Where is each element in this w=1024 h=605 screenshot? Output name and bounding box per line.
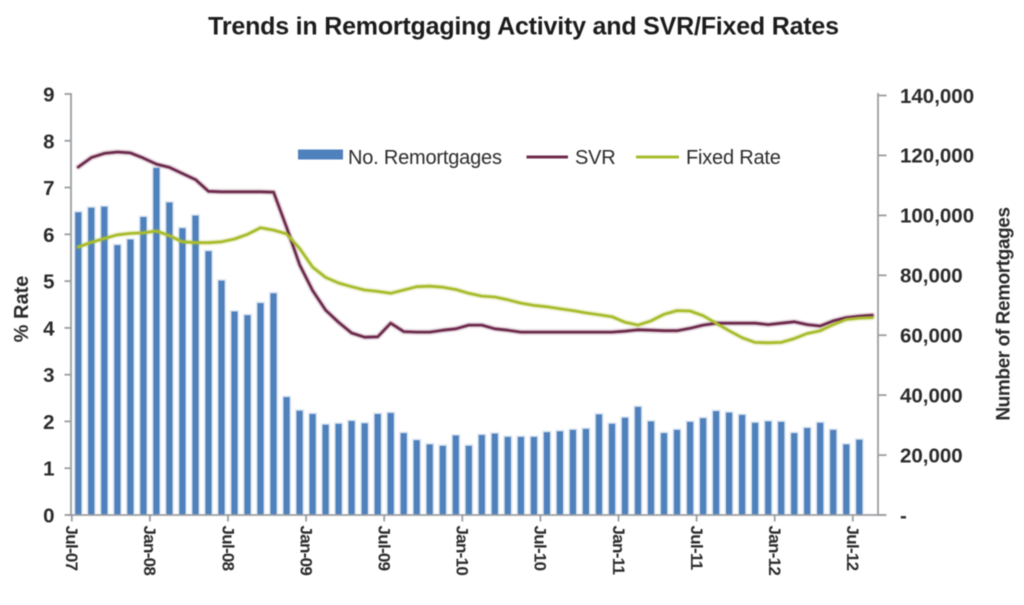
svg-text:Jul-12: Jul-12 (843, 526, 862, 571)
svg-text:7: 7 (43, 177, 54, 200)
svg-text:SVR: SVR (575, 147, 616, 169)
svg-text:100,000: 100,000 (900, 205, 974, 228)
svg-text:Fixed Rate: Fixed Rate (686, 147, 781, 169)
svg-text:120,000: 120,000 (900, 145, 974, 168)
svg-text:1: 1 (43, 458, 54, 481)
svg-text:Jan-11: Jan-11 (609, 526, 628, 575)
svg-text:Jul-07: Jul-07 (62, 526, 81, 571)
svg-text:Jan-10: Jan-10 (453, 526, 472, 576)
svg-text:6: 6 (43, 224, 54, 247)
svg-text:2: 2 (43, 411, 54, 434)
svg-text:8: 8 (43, 130, 54, 153)
svg-text:0: 0 (43, 505, 54, 528)
svg-text:Jul-09: Jul-09 (375, 526, 394, 571)
svg-text:-: - (900, 504, 907, 527)
svg-text:Trends in Remortgaging Activit: Trends in Remortgaging Activity and SVR/… (208, 13, 839, 41)
svg-text:20,000: 20,000 (900, 444, 963, 467)
svg-text:% Rate: % Rate (11, 276, 33, 343)
svg-text:140,000: 140,000 (900, 85, 974, 108)
svg-text:Number of Remortgages: Number of Remortgages (994, 207, 1015, 420)
svg-text:Jul-11: Jul-11 (687, 526, 706, 570)
svg-text:Jan-12: Jan-12 (765, 526, 784, 576)
svg-text:No. Remortgages: No. Remortgages (348, 147, 502, 169)
svg-text:Jan-08: Jan-08 (140, 526, 159, 576)
svg-text:Jan-09: Jan-09 (296, 526, 315, 576)
svg-text:4: 4 (43, 317, 55, 340)
svg-text:Jul-10: Jul-10 (531, 526, 550, 571)
svg-text:3: 3 (43, 364, 54, 387)
svg-text:60,000: 60,000 (900, 325, 963, 348)
svg-text:5: 5 (43, 271, 54, 294)
svg-text:Jul-08: Jul-08 (218, 526, 237, 571)
svg-text:80,000: 80,000 (900, 265, 963, 288)
svg-text:40,000: 40,000 (900, 384, 963, 407)
svg-text:9: 9 (43, 84, 54, 107)
